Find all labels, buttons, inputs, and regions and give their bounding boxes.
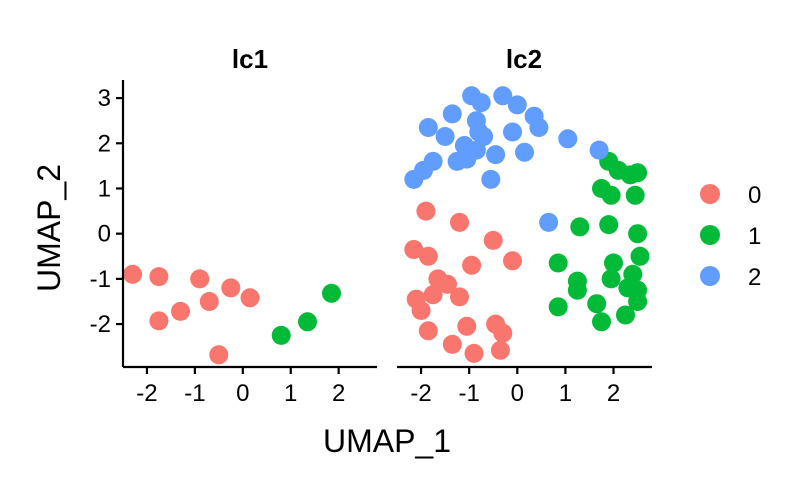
point-cluster-0: [418, 246, 438, 266]
point-cluster-0: [149, 311, 169, 331]
point-cluster-1: [625, 185, 645, 205]
point-cluster-2: [589, 140, 609, 160]
point-cluster-1: [628, 292, 648, 311]
point-cluster-2: [507, 95, 527, 115]
x-tick-label: 0: [511, 380, 524, 407]
point-cluster-0: [418, 321, 438, 341]
point-cluster-0: [490, 340, 510, 360]
x-tick-label: 0: [236, 380, 249, 407]
y-axis-title: UMAP_2: [31, 164, 67, 292]
point-cluster-2: [529, 118, 549, 137]
x-tick-label: 2: [332, 380, 345, 407]
point-cluster-1: [601, 185, 621, 205]
point-cluster-0: [416, 201, 436, 221]
point-cluster-0: [199, 292, 219, 311]
point-cluster-1: [298, 312, 317, 332]
point-cluster-0: [503, 251, 522, 271]
point-cluster-0: [411, 301, 431, 320]
point-cluster-0: [442, 334, 462, 354]
facet-panel-lc1: -2 -1 0 1 2 -2 -1 0 1 2 3: [90, 80, 377, 407]
point-cluster-1: [567, 280, 587, 300]
point-cluster-0: [404, 240, 424, 259]
x-tick-label: -1: [458, 380, 479, 407]
point-cluster-2: [404, 169, 424, 189]
point-cluster-2: [486, 145, 506, 165]
point-cluster-0: [240, 288, 260, 308]
point-cluster-1: [628, 163, 648, 183]
point-cluster-0: [209, 345, 229, 365]
point-cluster-0: [171, 301, 190, 321]
point-cluster-0: [462, 255, 482, 275]
point-cluster-1: [548, 253, 568, 273]
point-cluster-1: [322, 283, 341, 303]
point-cluster-1: [548, 297, 568, 317]
x-tick-label: -2: [136, 380, 157, 407]
point-cluster-2: [442, 104, 462, 124]
point-cluster-2: [418, 118, 438, 137]
point-cluster-0: [493, 323, 513, 343]
legend: 0 1 2: [700, 182, 761, 291]
x-tick-label: -2: [410, 380, 431, 407]
point-cluster-2: [539, 212, 559, 232]
point-cluster-1: [628, 224, 648, 244]
y-tick-label: -2: [90, 311, 111, 338]
point-cluster-0: [123, 264, 143, 284]
facet-panel-lc2: -2 -1 0 1 2: [397, 86, 652, 407]
point-cluster-0: [483, 230, 503, 250]
facet-title-lc2: lc2: [506, 44, 542, 74]
x-tick-label: 1: [559, 380, 572, 407]
point-cluster-1: [587, 294, 607, 314]
point-cluster-1: [570, 217, 590, 237]
y-tick-label: 1: [98, 175, 111, 202]
point-cluster-0: [450, 287, 469, 307]
x-axis-title: UMAP_1: [323, 423, 451, 459]
legend-label-1: 1: [748, 223, 761, 250]
point-cluster-1: [271, 325, 291, 345]
legend-label-2: 2: [748, 264, 761, 291]
point-cluster-2: [493, 86, 513, 106]
facet-title-lc1: lc1: [232, 44, 268, 74]
point-cluster-2: [515, 142, 534, 162]
point-cluster-0: [221, 278, 241, 298]
y-tick-label: -1: [90, 266, 111, 293]
point-cluster-1: [599, 215, 619, 235]
point-cluster-0: [464, 343, 484, 363]
point-cluster-0: [450, 212, 469, 232]
point-cluster-1: [592, 312, 611, 332]
y-tick-label: 0: [98, 221, 111, 248]
x-tick-label: 2: [607, 380, 620, 407]
point-cluster-2: [435, 127, 455, 146]
point-cluster-1: [601, 269, 621, 289]
x-tick-label: 1: [284, 380, 297, 407]
point-cluster-1: [630, 246, 650, 266]
legend-key-2: [700, 266, 720, 286]
legend-key-0: [700, 184, 720, 204]
point-cluster-2: [503, 122, 522, 142]
point-cluster-0: [190, 269, 210, 289]
y-tick-label: 3: [98, 85, 111, 112]
point-cluster-1: [616, 305, 635, 325]
point-cluster-0: [457, 316, 477, 336]
point-cluster-0: [423, 285, 443, 305]
point-cluster-0: [438, 274, 457, 294]
legend-key-1: [700, 225, 720, 245]
point-cluster-2: [457, 149, 477, 169]
y-tick-label: 2: [98, 130, 111, 157]
point-cluster-0: [149, 267, 169, 287]
point-cluster-2: [481, 169, 501, 189]
point-cluster-2: [471, 93, 491, 113]
x-tick-label: -1: [184, 380, 205, 407]
legend-label-0: 0: [748, 182, 761, 209]
point-cluster-2: [558, 129, 578, 149]
point-cluster-1: [604, 253, 623, 273]
